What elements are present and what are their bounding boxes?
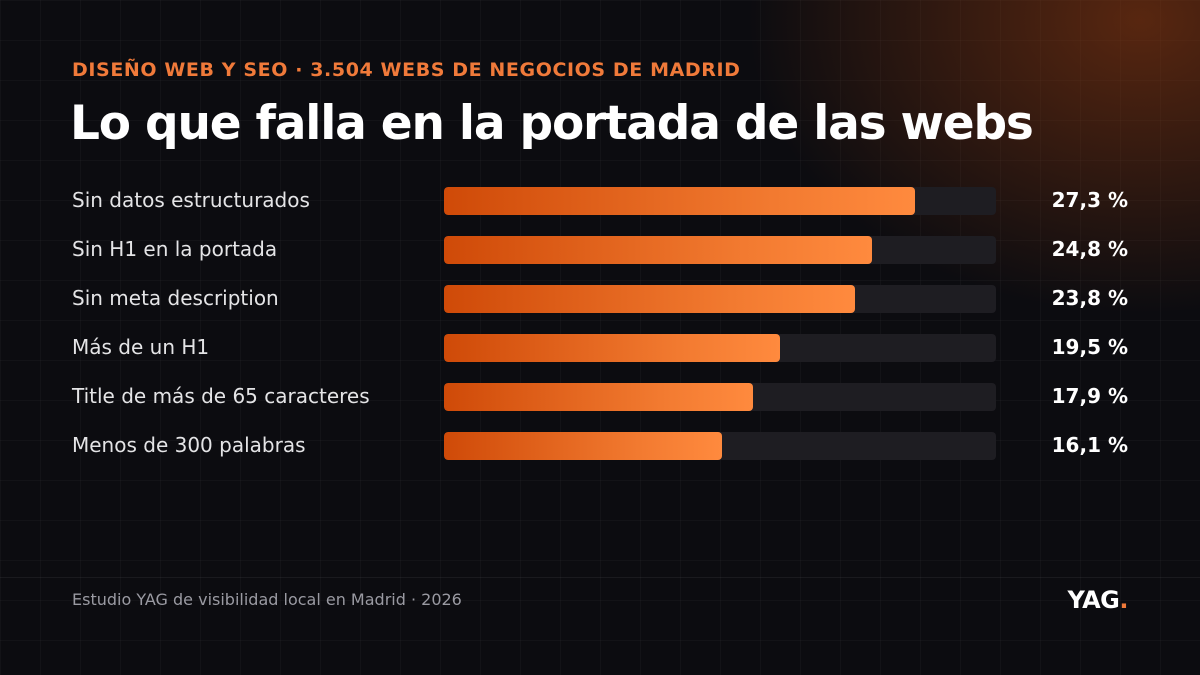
source-note: Estudio YAG de visibilidad local en Madr… [72, 590, 462, 609]
bar-row: Menos de 300 palabras 16,1 % [0, 432, 1200, 460]
brand-logo: YAG. [1067, 586, 1129, 614]
bar-value-label: 19,5 % [1051, 335, 1128, 359]
bar-fill [444, 432, 722, 460]
bar-track [444, 432, 996, 460]
bar-track [444, 236, 996, 264]
bar-fill [444, 334, 781, 362]
bar-value-label: 16,1 % [1051, 433, 1128, 457]
bar-row: Title de más de 65 caracteres 17,9 % [0, 383, 1200, 411]
bar-fill [444, 236, 872, 264]
bar-row: Sin H1 en la portada 24,8 % [0, 236, 1200, 264]
logo-dot: . [1119, 586, 1128, 614]
bar-value-label: 17,9 % [1051, 384, 1128, 408]
bar-value-label: 27,3 % [1051, 188, 1128, 212]
chart-title: Lo que falla en la portada de las webs [70, 96, 1034, 151]
bar-label: Sin meta description [72, 286, 279, 310]
bar-value-label: 24,8 % [1051, 237, 1128, 261]
bar-row: Más de un H1 19,5 % [0, 334, 1200, 362]
bar-label: Sin datos estructurados [72, 188, 310, 212]
bar-track [444, 187, 996, 215]
bar-value-label: 23,8 % [1051, 286, 1128, 310]
bar-label: Sin H1 en la portada [72, 237, 278, 261]
bar-track [444, 285, 996, 313]
bar-fill [444, 187, 915, 215]
logo-text: YAG [1067, 586, 1120, 614]
bar-track [444, 383, 996, 411]
bar-track [444, 334, 996, 362]
bar-label: Más de un H1 [72, 335, 210, 359]
footer-divider [0, 577, 1200, 578]
bar-fill [444, 285, 855, 313]
bar-label: Title de más de 65 caracteres [72, 384, 370, 408]
bar-fill [444, 383, 753, 411]
bar-label: Menos de 300 palabras [72, 433, 306, 457]
bar-row: Sin meta description 23,8 % [0, 285, 1200, 313]
bar-row: Sin datos estructurados 27,3 % [0, 187, 1200, 215]
eyebrow-label: DISEÑO WEB Y SEO · 3.504 WEBS DE NEGOCIO… [72, 59, 741, 81]
